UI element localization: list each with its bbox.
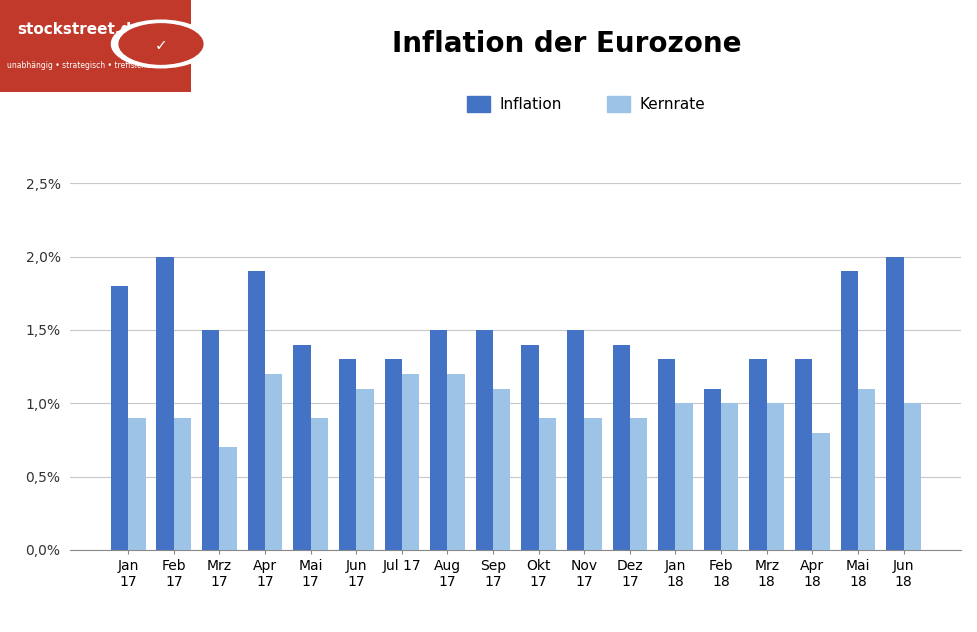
Bar	[248, 271, 265, 550]
FancyBboxPatch shape	[0, 0, 191, 92]
Bar	[385, 359, 402, 550]
Bar	[675, 403, 693, 550]
Bar	[430, 330, 447, 550]
Bar	[858, 389, 875, 550]
Text: unabhängig • strategisch • treffsicher: unabhängig • strategisch • treffsicher	[7, 61, 153, 71]
Bar	[357, 389, 373, 550]
Bar	[904, 403, 921, 550]
Circle shape	[111, 20, 210, 68]
Bar	[402, 374, 419, 550]
Bar	[522, 344, 538, 550]
Bar	[767, 403, 784, 550]
Bar	[613, 344, 630, 550]
Bar	[174, 418, 191, 550]
Bar	[476, 330, 493, 550]
Bar	[156, 257, 174, 550]
Bar	[220, 447, 236, 550]
Bar	[630, 418, 647, 550]
Bar	[795, 359, 812, 550]
Bar	[128, 418, 146, 550]
Bar	[584, 418, 602, 550]
Bar	[293, 344, 311, 550]
Text: Inflation der Eurozone: Inflation der Eurozone	[392, 30, 742, 58]
Text: ✓: ✓	[154, 39, 167, 53]
Bar	[840, 271, 858, 550]
Text: stockstreet.de: stockstreet.de	[18, 22, 143, 37]
Bar	[110, 286, 128, 550]
Bar	[749, 359, 767, 550]
Bar	[447, 374, 465, 550]
Bar	[265, 374, 282, 550]
Circle shape	[119, 24, 203, 64]
Bar	[202, 330, 220, 550]
Bar	[721, 403, 739, 550]
Bar	[311, 418, 328, 550]
Bar	[658, 359, 675, 550]
Bar	[886, 257, 904, 550]
Bar	[339, 359, 357, 550]
Bar	[703, 389, 721, 550]
Bar	[493, 389, 510, 550]
Bar	[538, 418, 556, 550]
Bar	[812, 432, 829, 550]
Legend: Inflation, Kernrate: Inflation, Kernrate	[462, 92, 710, 117]
Bar	[567, 330, 584, 550]
